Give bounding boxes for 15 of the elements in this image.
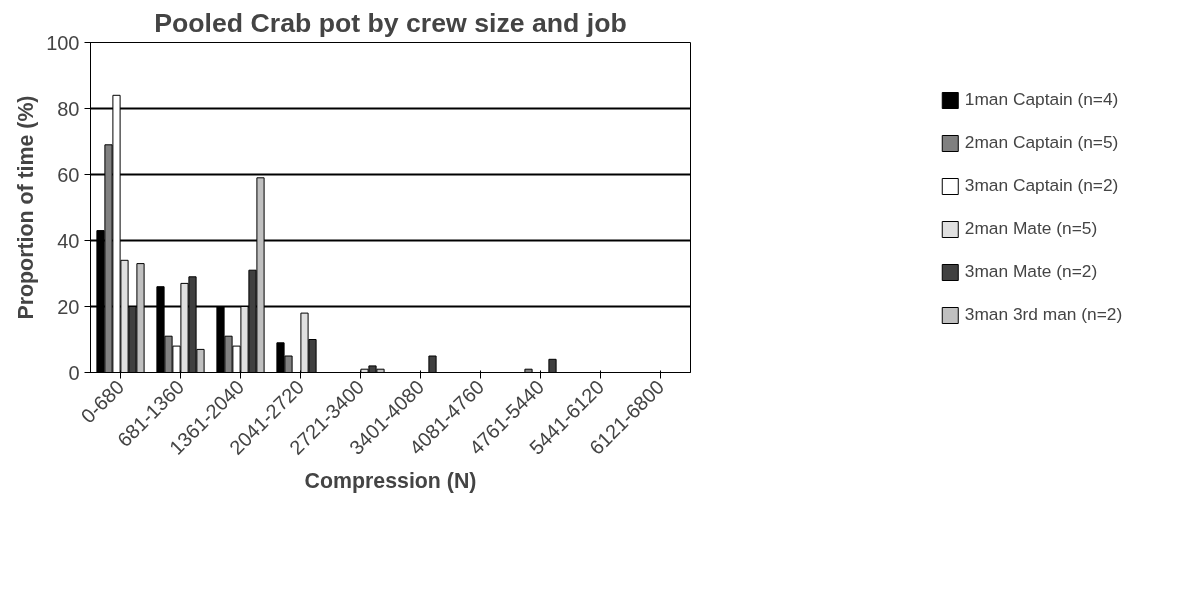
x-axis-title: Compression (N) <box>304 469 477 494</box>
legend-label: 2man Mate (n=5) <box>964 218 1098 239</box>
legend-label: 1man Captain (n=4) <box>964 89 1119 110</box>
y-tick-label: 40 <box>57 229 80 252</box>
legend-label: 2man Captain (n=5) <box>964 132 1119 153</box>
chart-title: Pooled Crab pot by crew size and job <box>154 7 627 38</box>
y-axis-title: Proportion of time (%) <box>14 95 39 320</box>
y-tick-label: 80 <box>57 97 80 120</box>
legend-label: 3man 3rd man (n=2) <box>964 304 1123 325</box>
y-tick-label: 20 <box>57 295 80 318</box>
y-tick-label: 0 <box>68 361 80 384</box>
y-tick-label: 60 <box>57 163 80 186</box>
y-tick-label: 100 <box>46 31 80 54</box>
legend-label: 3man Captain (n=2) <box>964 175 1119 196</box>
legend-label: 3man Mate (n=2) <box>964 261 1098 282</box>
